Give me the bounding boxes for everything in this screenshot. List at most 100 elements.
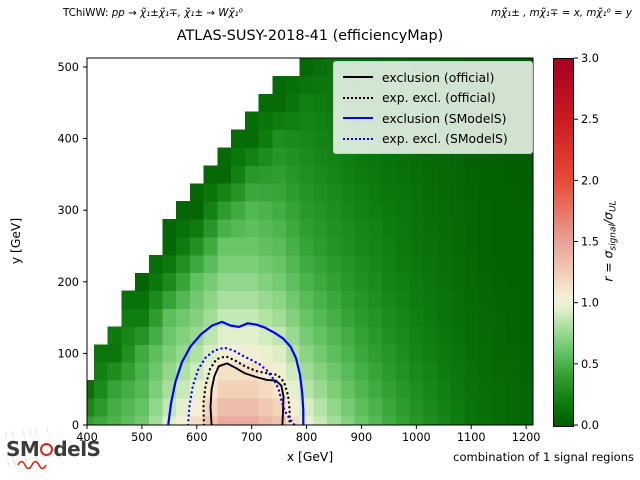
- heatmap-cell: [519, 165, 533, 184]
- heatmap-cell: [299, 219, 314, 238]
- heatmap-cell: [189, 308, 205, 327]
- heatmap-cell: [107, 416, 122, 425]
- heatmap-cell: [189, 183, 205, 202]
- heatmap-cell: [519, 308, 533, 327]
- heatmap-cell: [423, 219, 438, 238]
- heatmap-cell: [244, 147, 259, 166]
- heatmap-cell: [162, 362, 177, 381]
- heatmap-cell: [354, 380, 369, 399]
- heatmap-cell: [519, 380, 533, 399]
- heatmap-cell: [272, 201, 287, 220]
- heatmap-cell: [217, 147, 232, 166]
- heatmap-cell: [299, 272, 314, 292]
- heatmap-cell: [505, 290, 520, 310]
- heatmap-cell: [162, 237, 177, 256]
- heatmap-cell: [382, 344, 397, 363]
- heatmap-cell: [272, 165, 287, 184]
- heatmap-cell: [217, 380, 232, 399]
- heatmap-cell: [340, 165, 355, 184]
- heatmap-cell: [436, 398, 452, 417]
- heatmap-cell: [395, 380, 410, 399]
- heatmap-cell: [285, 183, 301, 202]
- heatmap-cell: [409, 380, 424, 399]
- heatmap-cell: [313, 201, 328, 220]
- heatmap-cell: [478, 201, 493, 220]
- heatmap-cell: [285, 111, 301, 131]
- heatmap-cell: [258, 165, 273, 184]
- heatmap-cell: [148, 398, 163, 417]
- heatmap-cell: [382, 362, 397, 381]
- y-tick-label: 300: [57, 204, 79, 217]
- colorbar-tick-label: 2.5: [581, 113, 599, 126]
- heatmap-cell: [299, 201, 314, 220]
- heatmap-cell: [464, 398, 479, 417]
- heatmap-cell: [409, 254, 424, 274]
- heatmap-cell: [87, 416, 95, 425]
- heatmap-cell: [354, 326, 369, 345]
- heatmap-cell: [464, 272, 479, 292]
- heatmap-cell: [519, 398, 533, 417]
- heatmap-cell: [285, 219, 301, 238]
- heatmap-cell: [258, 344, 273, 363]
- heatmap-cell: [395, 201, 410, 220]
- heatmap-cell: [189, 416, 205, 425]
- heatmap-cell: [382, 416, 397, 425]
- heatmap-cell: [409, 416, 424, 425]
- legend-entry-label: exclusion (official): [382, 69, 495, 85]
- heatmap-cell: [299, 75, 314, 95]
- heatmap-cell: [368, 201, 383, 220]
- colorbar-tick-label: 0.0: [581, 419, 599, 432]
- colorbar-label-sub2: UL: [608, 200, 619, 213]
- heatmap-cell: [313, 111, 328, 131]
- heatmap-cell: [217, 165, 232, 184]
- heatmap-cell: [340, 201, 355, 220]
- heatmap-cell: [409, 165, 424, 184]
- heatmap-cell: [189, 290, 205, 310]
- heatmap-cell: [176, 380, 191, 399]
- heatmap-cell: [464, 165, 479, 184]
- heatmap-cell: [368, 254, 383, 274]
- heatmap-cell: [354, 254, 369, 274]
- heatmap-cell: [450, 308, 465, 327]
- heatmap-cell: [203, 344, 218, 363]
- heatmap-cell: [436, 165, 452, 184]
- heatmap-cell: [382, 201, 397, 220]
- heatmap-cell: [436, 416, 452, 425]
- heatmap-cell: [203, 183, 218, 202]
- logo-text-left: SM: [6, 437, 40, 461]
- heatmap-cell: [135, 398, 150, 417]
- heatmap-cell: [464, 344, 479, 363]
- heatmap-cell: [148, 254, 163, 274]
- colorbar-tick-label: 3.0: [581, 52, 599, 65]
- heatmap-cell: [478, 362, 493, 381]
- legend-entry: exclusion (official): [343, 67, 526, 88]
- heatmap-cell: [258, 237, 273, 256]
- heatmap-cell: [285, 254, 301, 274]
- heatmap-cell: [423, 308, 438, 327]
- heatmap-cell: [285, 326, 301, 345]
- legend-entry-label: exp. excl. (SModelS): [382, 131, 508, 147]
- heatmap-cell: [505, 183, 520, 202]
- heatmap-cell: [368, 416, 383, 425]
- heatmap-cell: [519, 201, 533, 220]
- heatmap-cell: [87, 380, 95, 399]
- heatmap-cell: [327, 290, 342, 310]
- heatmap-cell: [189, 344, 205, 363]
- heatmap-cell: [464, 362, 479, 381]
- heatmap-cell: [340, 290, 355, 310]
- heatmap-cell: [231, 183, 246, 202]
- heatmap-cell: [327, 416, 342, 425]
- heatmap-cell: [313, 254, 328, 274]
- heatmap-cell: [272, 219, 287, 238]
- heatmap-cell: [395, 416, 410, 425]
- heatmap-cell: [189, 219, 205, 238]
- heatmap-cell: [231, 219, 246, 238]
- heatmap-cell: [340, 183, 355, 202]
- heatmap-cell: [409, 398, 424, 417]
- colorbar-tick-label: 1.5: [581, 236, 599, 249]
- heatmap-cell: [135, 380, 150, 399]
- heatmap-cell: [231, 254, 246, 274]
- heatmap-cell: [299, 308, 314, 327]
- heatmap-cell: [395, 237, 410, 256]
- heatmap-cell: [203, 326, 218, 345]
